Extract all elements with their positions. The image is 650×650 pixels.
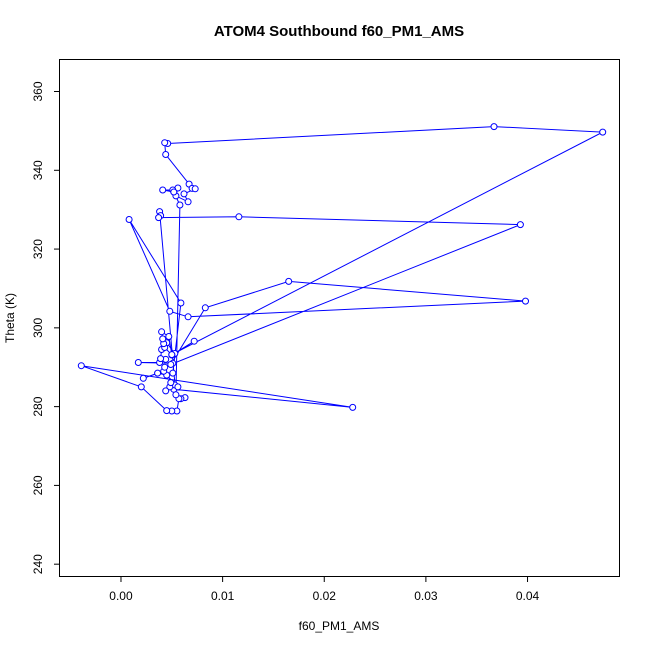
data-point xyxy=(162,387,170,395)
series-layer xyxy=(77,123,607,415)
y-tick-label: 360 xyxy=(31,81,45,101)
y-tick-label: 280 xyxy=(31,396,45,416)
data-point xyxy=(162,151,170,158)
data-point xyxy=(163,407,171,415)
data-point xyxy=(169,369,177,377)
data-point xyxy=(157,355,165,363)
x-axis-label: f60_PM1_AMS xyxy=(299,619,380,633)
y-tick-label: 260 xyxy=(31,475,45,495)
data-point xyxy=(184,313,192,321)
x-axis: 0.00 0.01 0.02 0.03 0.04 xyxy=(109,576,540,603)
data-point xyxy=(166,307,174,315)
data-point xyxy=(161,363,169,371)
data-point xyxy=(137,383,145,391)
y-axis: 240 260 280 300 320 340 360 xyxy=(31,81,60,574)
data-point xyxy=(155,214,163,222)
series-line xyxy=(81,126,605,412)
data-point xyxy=(490,123,498,131)
data-point xyxy=(599,128,607,136)
data-point xyxy=(159,335,167,343)
data-point xyxy=(161,139,169,147)
chart-title: ATOM4 Southbound f60_PM1_AMS xyxy=(214,23,464,40)
data-point xyxy=(285,277,293,285)
data-point xyxy=(184,198,192,206)
data-point xyxy=(134,359,142,366)
data-point xyxy=(190,337,198,345)
data-point xyxy=(176,201,184,209)
plot-frame xyxy=(59,59,620,577)
data-point xyxy=(180,190,188,198)
data-point xyxy=(165,333,173,340)
x-tick-label: 0.03 xyxy=(414,589,438,603)
data-point xyxy=(174,383,182,391)
data-point xyxy=(159,186,167,194)
data-point xyxy=(172,391,180,399)
data-point xyxy=(201,304,209,312)
y-tick-label: 240 xyxy=(31,554,45,574)
y-tick-label: 320 xyxy=(31,239,45,259)
data-point xyxy=(177,299,185,307)
data-point xyxy=(167,361,175,368)
data-point xyxy=(125,216,133,223)
data-point xyxy=(139,374,147,382)
data-point xyxy=(516,221,524,229)
x-tick-label: 0.01 xyxy=(211,589,235,603)
data-point xyxy=(168,351,176,359)
data-point xyxy=(154,369,162,377)
x-tick-label: 0.04 xyxy=(516,589,540,603)
data-point xyxy=(349,403,357,411)
data-point xyxy=(191,185,199,193)
y-tick-label: 340 xyxy=(31,160,45,180)
data-point xyxy=(167,379,175,387)
y-axis-label: Theta (K) xyxy=(3,293,17,343)
data-point xyxy=(522,297,529,305)
data-point xyxy=(235,213,243,221)
y-tick-label: 300 xyxy=(31,318,45,338)
data-point xyxy=(170,188,178,196)
data-point xyxy=(77,362,85,370)
x-tick-label: 0.00 xyxy=(109,589,133,603)
data-point xyxy=(158,328,166,336)
x-tick-label: 0.02 xyxy=(313,589,337,603)
